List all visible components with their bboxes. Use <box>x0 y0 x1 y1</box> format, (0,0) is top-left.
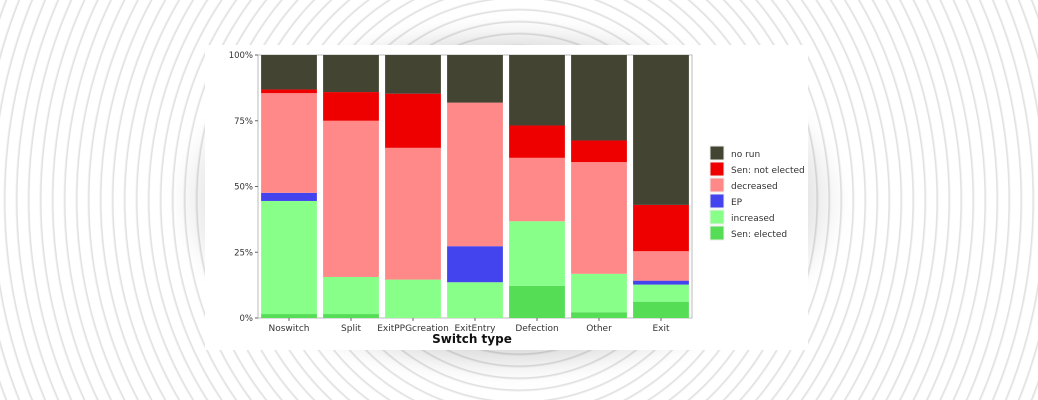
legend-swatch <box>709 161 725 177</box>
bar-segment <box>261 192 317 201</box>
y-tick-label: 0% <box>240 314 254 324</box>
legend-label: Sen: not elected <box>731 166 805 176</box>
x-axis-title: Switch type <box>432 332 512 346</box>
bar-segment <box>447 55 503 103</box>
bar-segment <box>385 279 441 318</box>
legend-label: decreased <box>731 182 778 192</box>
bar-segment <box>261 93 317 193</box>
legend-label: increased <box>731 214 775 224</box>
legend-label: no run <box>731 150 760 160</box>
bar-segment <box>385 147 441 280</box>
bar-segment <box>323 92 379 121</box>
bar-segment <box>633 301 689 318</box>
y-tick-label: 50% <box>234 183 253 193</box>
bar-segment <box>571 55 627 141</box>
bar-segment <box>447 246 503 283</box>
bar-segment <box>509 157 565 222</box>
x-tick-label: Defection <box>515 324 558 334</box>
bar-segment <box>633 251 689 281</box>
bar-segment <box>385 55 441 94</box>
y-tick-label: 100% <box>229 51 253 61</box>
bar-segment <box>571 312 627 318</box>
x-tick-label: Other <box>586 324 612 334</box>
bar-segment <box>633 204 689 252</box>
bar-segment <box>633 55 689 205</box>
x-tick-label: Split <box>341 324 361 334</box>
legend-label: Sen: elected <box>731 230 787 240</box>
legend-swatch <box>709 225 725 241</box>
x-tick-label: ExitEntry <box>455 324 497 334</box>
bar-segment <box>261 314 317 318</box>
bar-segment <box>509 55 565 126</box>
bar-segment <box>509 125 565 158</box>
bar-segment <box>323 314 379 318</box>
legend-swatch <box>709 177 725 193</box>
x-tick-label: ExitPPGcreation <box>377 324 449 334</box>
x-tick-label: Noswitch <box>269 324 310 334</box>
bar-segment <box>509 285 565 318</box>
legend-swatch <box>709 193 725 209</box>
bar-segment <box>571 162 627 274</box>
x-tick-label: Exit <box>652 324 670 334</box>
bar-segment <box>323 55 379 93</box>
bar-segment <box>571 140 627 163</box>
bar-segment <box>261 55 317 90</box>
y-tick-label: 25% <box>234 248 253 258</box>
bar-segment <box>323 120 379 277</box>
y-tick-label: 75% <box>234 117 253 127</box>
bar-segment <box>385 93 441 148</box>
bar-segment <box>447 282 503 318</box>
bar-segment <box>633 280 689 285</box>
bar-segment <box>261 89 317 94</box>
bar-segment <box>323 276 379 315</box>
bar-segment <box>509 221 565 286</box>
bar-segment <box>261 200 317 315</box>
legend-swatch <box>709 209 725 225</box>
legend-swatch <box>709 145 725 161</box>
bar-segment <box>571 273 627 313</box>
legend-label: EP <box>731 198 743 208</box>
bar-segment <box>633 284 689 302</box>
bar-segment <box>447 102 503 247</box>
